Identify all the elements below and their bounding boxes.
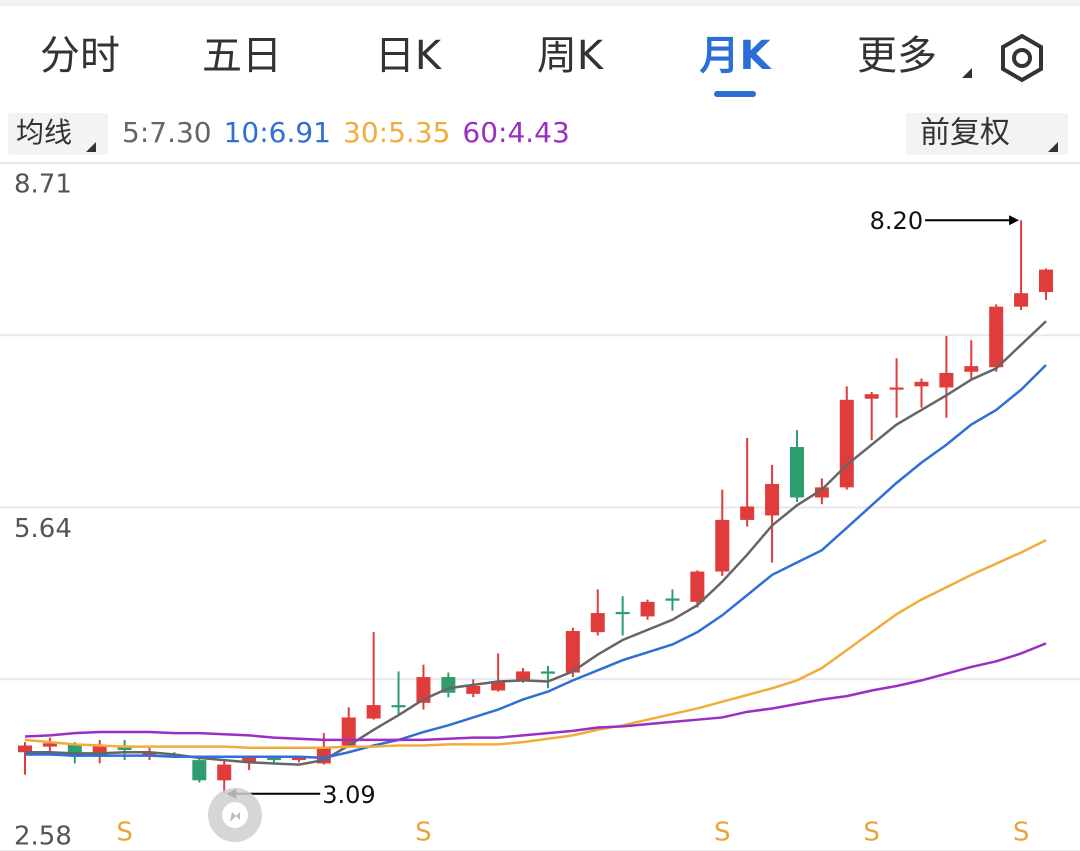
candle-body <box>341 717 356 746</box>
ma-menu[interactable]: 均线 <box>16 116 72 149</box>
candle-body <box>839 399 854 488</box>
signal-label: S <box>415 818 432 848</box>
candle-body <box>242 757 257 763</box>
legend-entry: 60:4.43 <box>462 116 569 149</box>
signal-label: S <box>1013 818 1030 848</box>
tab[interactable]: 更多 <box>857 33 937 79</box>
ma-line <box>24 642 1047 742</box>
annotation-label: 3.09 <box>322 781 375 809</box>
candle-body <box>291 757 306 761</box>
candle-body <box>615 611 630 615</box>
candle-body <box>391 705 406 708</box>
tab[interactable]: 五日 <box>202 33 282 79</box>
settings-icon[interactable] <box>1001 33 1043 83</box>
status-strip <box>0 0 1080 6</box>
replay-button[interactable] <box>208 788 262 842</box>
candle-body <box>665 598 680 601</box>
replay-arrow <box>230 812 240 822</box>
candle-body <box>640 601 655 617</box>
y-tick-label: 5.64 <box>14 514 72 544</box>
dropdown-triangle <box>962 68 972 78</box>
ma-line <box>24 538 1047 749</box>
y-tick-label: 2.58 <box>14 822 72 851</box>
candle-body <box>267 757 282 761</box>
tab[interactable]: 日K <box>375 33 443 79</box>
signal-label: S <box>863 818 880 848</box>
candle-body <box>590 613 605 633</box>
candle-body <box>42 743 57 747</box>
candle-body <box>117 746 132 750</box>
candle-body <box>142 752 157 756</box>
candle-body <box>939 372 954 388</box>
legend-entry: 5:7.30 <box>122 116 212 149</box>
adjust-menu-bg[interactable] <box>906 113 1068 155</box>
dropdown-triangle <box>86 142 96 152</box>
gear-center <box>1012 48 1032 68</box>
candle-body <box>715 519 730 572</box>
candle-body <box>416 677 431 703</box>
candle-body <box>18 745 32 753</box>
y-tick-label: 8.71 <box>14 170 72 200</box>
annotation-label: 8.20 <box>870 207 923 235</box>
signal-label: S <box>714 818 731 848</box>
plot: 8.71 5.64 2.58 8.20 3.09 S S S S S <box>0 162 1080 851</box>
ma-legend: 5:7.30 10:6.91 30:5.35 60:4.43 <box>122 116 570 149</box>
candle-body <box>964 366 979 372</box>
candle-body <box>889 387 904 390</box>
candle-body <box>92 745 107 757</box>
tab-underline <box>714 91 756 97</box>
candle-body <box>914 381 929 387</box>
ma-line <box>25 364 1047 760</box>
candle-body <box>192 760 207 781</box>
tab[interactable]: 分时 <box>40 33 120 79</box>
candle-body <box>789 446 804 498</box>
candle-body <box>740 506 755 520</box>
candle-body <box>516 671 531 681</box>
candle-body <box>1039 269 1053 293</box>
ma-menu-bg[interactable] <box>8 113 108 155</box>
tab[interactable]: 月K <box>700 33 773 79</box>
candle-body <box>491 681 506 691</box>
dropdown-triangle <box>1048 142 1058 152</box>
candle-body <box>864 394 879 399</box>
candle-body <box>765 483 780 516</box>
legend-entry: 30:5.35 <box>343 116 450 149</box>
adjust-menu[interactable]: 前复权 <box>920 116 1010 151</box>
candle-body <box>814 487 829 498</box>
candle-body <box>989 306 1004 368</box>
candle-body <box>217 764 232 781</box>
arrow-head <box>1009 215 1020 226</box>
candle-body <box>540 671 555 674</box>
candle-body <box>366 705 381 719</box>
candle-body <box>690 571 705 602</box>
candle-body <box>1014 293 1029 307</box>
tab[interactable]: 周K <box>537 33 605 79</box>
gear-hex <box>1001 33 1043 83</box>
signal-label: S <box>116 818 133 848</box>
legend-entry: 10:6.91 <box>224 116 331 149</box>
candle-body <box>565 631 580 673</box>
candle-body <box>466 686 481 694</box>
